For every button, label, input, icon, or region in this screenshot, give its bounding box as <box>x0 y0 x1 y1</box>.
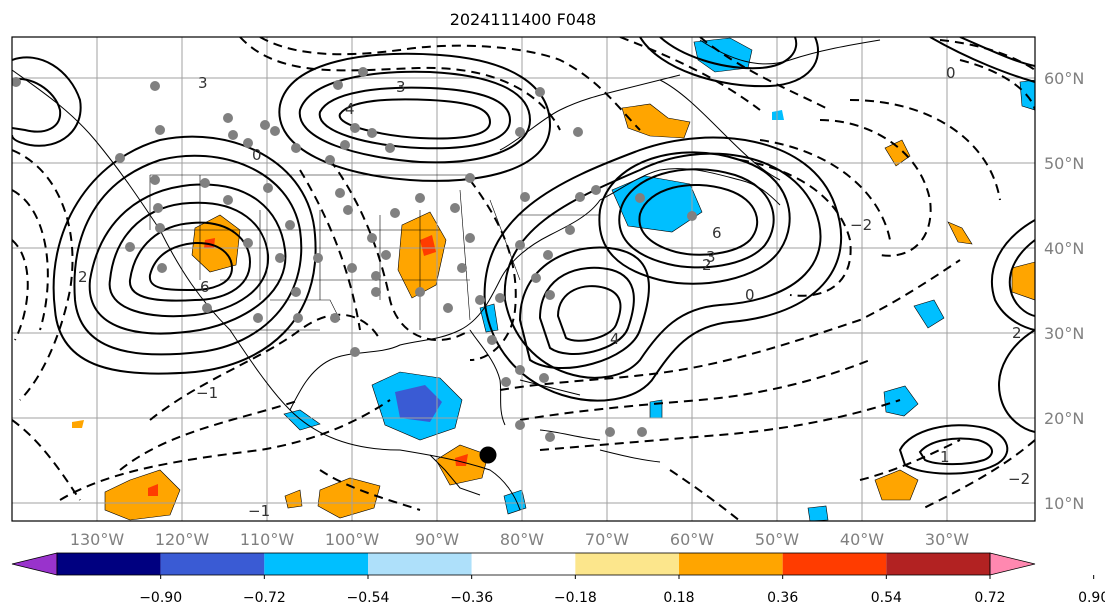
lon-tick-label: 70°W <box>585 530 629 549</box>
lat-tick-label: 10°N <box>1044 494 1084 513</box>
colorbar-extend-high <box>989 552 1036 576</box>
colorbar-label: −0.18 <box>554 590 597 606</box>
contour-label: 2 <box>78 268 88 286</box>
shade-positive <box>72 420 84 428</box>
colorbar-label: 0.90 <box>1078 590 1105 606</box>
lon-tick-label: 100°W <box>325 530 380 549</box>
contour-label: 0 <box>946 64 956 82</box>
contour-label: −2 <box>1008 470 1030 488</box>
lat-tick-label: 50°N <box>1044 154 1084 173</box>
contour-label: 6 <box>712 224 722 242</box>
lon-tick-label: 60°W <box>670 530 714 549</box>
map-title: 2024111400 F048 <box>450 10 597 29</box>
colorbar-label: −0.54 <box>347 590 390 606</box>
colorbar-label: −0.72 <box>243 590 286 606</box>
shade-negative <box>807 505 829 521</box>
colorbar-label: 0.54 <box>871 590 902 606</box>
colorbar-segment <box>886 553 990 575</box>
shade-negative <box>479 303 499 333</box>
contour-label: 3 <box>396 78 406 96</box>
shade-positive <box>884 139 911 167</box>
map-panel: 3 2 4 0 6 −1 1 −2 2 3 4 6 0 2 3 0 −2 −1 <box>11 36 1036 522</box>
colorbar-segment <box>57 553 161 575</box>
shade-positive <box>947 221 973 245</box>
colorbar-label: 0.72 <box>974 590 1005 606</box>
colorbar-label: −0.90 <box>139 590 182 606</box>
negative-contours <box>12 37 1035 521</box>
contour-label: 2 <box>1012 324 1022 342</box>
shade-positive <box>148 484 158 496</box>
shade-positive <box>420 235 436 256</box>
shade-positive <box>874 469 919 501</box>
contour-label: 2 <box>702 256 712 274</box>
lon-tick-label: 80°W <box>500 530 544 549</box>
shade-positive <box>1011 261 1035 301</box>
lon-tick-label: 30°W <box>925 530 969 549</box>
contour-labels: 3 2 4 0 6 −1 1 −2 2 3 4 6 0 2 3 0 −2 −1 <box>78 64 1030 520</box>
lon-tick-label: 130°W <box>70 530 125 549</box>
shade-negative <box>913 299 945 329</box>
contour-label: 4 <box>345 100 355 118</box>
lon-tick-label: 110°W <box>240 530 295 549</box>
colorbar-label: 0.36 <box>767 590 798 606</box>
lat-tick-label: 60°N <box>1044 69 1084 88</box>
lat-tick-label: 20°N <box>1044 409 1084 428</box>
positive-contours <box>12 37 1035 475</box>
contour-label: −1 <box>196 384 218 402</box>
colorbar-frame <box>56 552 991 576</box>
longitude-tick-labels: 130°W 120°W 110°W 100°W 90°W 80°W 70°W 6… <box>70 530 969 549</box>
lon-tick-label: 120°W <box>155 530 210 549</box>
colorbar-extend-low <box>11 552 58 576</box>
contour-label: 0 <box>252 146 262 164</box>
contour-label: 0 <box>745 286 755 304</box>
shaded-areas <box>72 37 1035 521</box>
colorbar-segment <box>160 553 265 575</box>
contour-label: −2 <box>850 216 872 234</box>
contour-label: 3 <box>706 248 716 266</box>
map-background <box>12 37 1035 521</box>
lat-tick-label: 40°N <box>1044 239 1084 258</box>
shade-negative <box>883 385 919 417</box>
lon-tick-label: 90°W <box>415 530 459 549</box>
location-marker <box>479 446 497 464</box>
shade-negative <box>395 385 442 422</box>
contour-label: 6 <box>200 278 210 296</box>
lon-tick-label: 40°W <box>840 530 884 549</box>
colorbar-segment <box>782 553 887 575</box>
colorbar-label: 0.18 <box>663 590 694 606</box>
lat-tick-label: 30°N <box>1044 324 1084 343</box>
shade-negative <box>503 489 527 515</box>
station-dots <box>12 67 697 442</box>
map-frame <box>11 36 1036 522</box>
contour-label: 1 <box>940 448 950 466</box>
contour-label: −1 <box>248 502 270 520</box>
colorbar-segment <box>368 553 472 575</box>
colorbar-segment <box>575 553 679 575</box>
contour-label: 4 <box>610 330 620 348</box>
colorbar-segment <box>471 553 576 575</box>
shade-negative <box>772 110 784 120</box>
colorbar-segment <box>264 553 368 575</box>
colorbar-label: −0.36 <box>450 590 493 606</box>
graticule <box>12 37 1035 521</box>
latitude-tick-labels: 60°N 50°N 40°N 30°N 20°N 10°N <box>1044 69 1084 513</box>
shade-positive <box>397 211 447 299</box>
colorbar: −0.90 −0.72 −0.54 −0.36 −0.18 0.18 0.36 0.54 0.7… <box>11 552 1105 606</box>
contour-label: 3 <box>198 74 208 92</box>
shade-positive <box>317 477 381 519</box>
lon-tick-label: 50°W <box>755 530 799 549</box>
colorbar-segment <box>679 553 783 575</box>
